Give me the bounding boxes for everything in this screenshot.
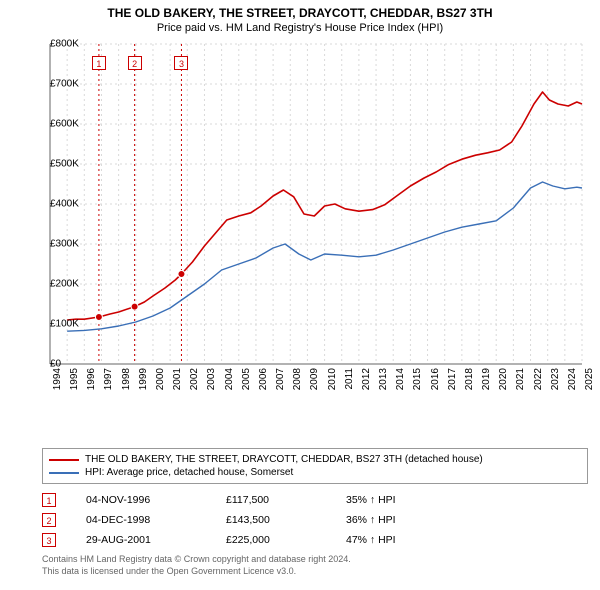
page: THE OLD BAKERY, THE STREET, DRAYCOTT, CH… xyxy=(0,0,600,590)
x-tick-label: 2020 xyxy=(496,368,509,390)
legend-swatch xyxy=(49,459,79,461)
sale-hpi: 36% ↑ HPI xyxy=(346,514,396,526)
sale-hpi: 35% ↑ HPI xyxy=(346,494,396,506)
sale-date: 04-DEC-1998 xyxy=(86,514,196,526)
sales-row: 2 04-DEC-1998 £143,500 36% ↑ HPI xyxy=(42,510,588,530)
y-tick-label: £200K xyxy=(50,279,54,290)
x-tick-label: 2016 xyxy=(428,368,441,390)
x-tick-label: 2000 xyxy=(153,368,166,390)
x-tick-label: 2008 xyxy=(290,368,303,390)
legend-swatch xyxy=(49,472,79,474)
x-tick-label: 1996 xyxy=(84,368,97,390)
y-tick-label: £700K xyxy=(50,79,54,90)
x-tick-label: 2014 xyxy=(393,368,406,390)
chart-area: £0£100K£200K£300K£400K£500K£600K£700K£80… xyxy=(10,38,590,408)
x-tick-label: 2011 xyxy=(342,368,355,390)
x-tick-label: 1995 xyxy=(67,368,80,390)
x-tick-label: 1998 xyxy=(119,368,132,390)
chart-subtitle: Price paid vs. HM Land Registry's House … xyxy=(0,20,600,38)
x-tick-label: 1994 xyxy=(50,368,63,390)
sale-price: £225,000 xyxy=(226,534,316,546)
legend-label: HPI: Average price, detached house, Some… xyxy=(85,467,293,478)
x-tick-label: 2003 xyxy=(204,368,217,390)
y-tick-label: £600K xyxy=(50,119,54,130)
legend-item: THE OLD BAKERY, THE STREET, DRAYCOTT, CH… xyxy=(49,453,581,466)
x-tick-label: 2018 xyxy=(462,368,475,390)
legend-label: THE OLD BAKERY, THE STREET, DRAYCOTT, CH… xyxy=(85,454,483,465)
sale-price: £143,500 xyxy=(226,514,316,526)
sale-marker: 3 xyxy=(174,56,188,70)
chart-title: THE OLD BAKERY, THE STREET, DRAYCOTT, CH… xyxy=(0,0,600,20)
sale-marker: 1 xyxy=(42,493,56,507)
x-tick-label: 2002 xyxy=(187,368,200,390)
x-tick-label: 2010 xyxy=(325,368,338,390)
sale-price: £117,500 xyxy=(226,494,316,506)
x-tick-label: 2012 xyxy=(359,368,372,390)
legend-item: HPI: Average price, detached house, Some… xyxy=(49,466,581,479)
sale-marker: 1 xyxy=(92,56,106,70)
footnote: Contains HM Land Registry data © Crown c… xyxy=(42,554,588,577)
sale-marker: 2 xyxy=(42,513,56,527)
y-tick-label: £100K xyxy=(50,319,54,330)
x-tick-label: 2022 xyxy=(531,368,544,390)
x-tick-label: 2021 xyxy=(513,368,526,390)
legend: THE OLD BAKERY, THE STREET, DRAYCOTT, CH… xyxy=(42,448,588,484)
x-tick-label: 2023 xyxy=(548,368,561,390)
x-tick-label: 2013 xyxy=(376,368,389,390)
x-tick-label: 2019 xyxy=(479,368,492,390)
x-tick-label: 2005 xyxy=(239,368,252,390)
x-tick-label: 1997 xyxy=(101,368,114,390)
x-tick-label: 2025 xyxy=(582,368,595,390)
x-tick-label: 2007 xyxy=(273,368,286,390)
x-tick-label: 2017 xyxy=(445,368,458,390)
footnote-line: This data is licensed under the Open Gov… xyxy=(42,566,588,578)
x-tick-label: 2009 xyxy=(307,368,320,390)
sale-marker: 2 xyxy=(128,56,142,70)
y-tick-label: £800K xyxy=(50,39,54,50)
x-tick-label: 2001 xyxy=(170,368,183,390)
sales-table: 1 04-NOV-1996 £117,500 35% ↑ HPI 2 04-DEC-199… xyxy=(42,490,588,550)
sale-hpi: 47% ↑ HPI xyxy=(346,534,396,546)
x-tick-label: 2006 xyxy=(256,368,269,390)
sale-date: 29-AUG-2001 xyxy=(86,534,196,546)
sales-row: 3 29-AUG-2001 £225,000 47% ↑ HPI xyxy=(42,530,588,550)
y-tick-label: £500K xyxy=(50,159,54,170)
x-tick-label: 2015 xyxy=(410,368,423,390)
y-tick-label: £400K xyxy=(50,199,54,210)
x-tick-label: 2024 xyxy=(565,368,578,390)
sale-marker: 3 xyxy=(42,533,56,547)
y-tick-label: £300K xyxy=(50,239,54,250)
x-tick-label: 1999 xyxy=(136,368,149,390)
line-chart xyxy=(10,38,590,408)
footnote-line: Contains HM Land Registry data © Crown c… xyxy=(42,554,588,566)
sale-date: 04-NOV-1996 xyxy=(86,494,196,506)
sales-row: 1 04-NOV-1996 £117,500 35% ↑ HPI xyxy=(42,490,588,510)
x-tick-label: 2004 xyxy=(222,368,235,390)
